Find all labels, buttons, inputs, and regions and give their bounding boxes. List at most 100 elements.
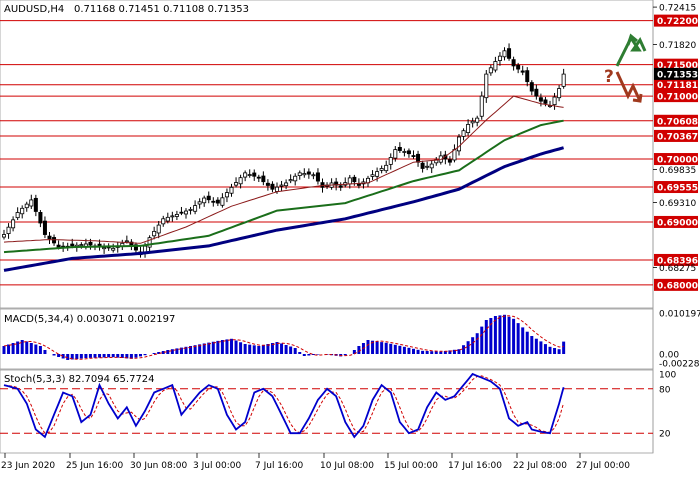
candle [24, 201, 29, 212]
candle [507, 43, 512, 61]
candle-body [161, 218, 166, 225]
candle-body [188, 208, 193, 211]
candle [174, 210, 179, 221]
candle-body [425, 165, 430, 168]
candle-body [238, 177, 243, 185]
price-tag-label: 0.69555 [657, 184, 698, 194]
candles [2, 43, 566, 258]
candle [270, 181, 275, 193]
candle-body [288, 179, 293, 182]
candle [338, 182, 343, 191]
level-price-tag [654, 181, 698, 194]
candle [397, 142, 402, 153]
time-tick-label: 27 Jul 00:00 [576, 461, 630, 471]
candle [229, 183, 234, 197]
candle-body [561, 73, 566, 87]
candle [193, 200, 198, 215]
level-lines [0, 20, 653, 286]
candle [447, 156, 452, 166]
candle-body [525, 70, 530, 83]
level-price-tag [654, 114, 698, 127]
candle [252, 169, 257, 181]
candle-body [397, 146, 402, 151]
candle [206, 191, 211, 204]
candle-body [302, 173, 307, 176]
candle [247, 169, 252, 178]
level-price-tag [654, 90, 698, 103]
candle [42, 216, 47, 239]
candle-body [261, 175, 266, 183]
candle [552, 92, 557, 110]
time-tick-label: 7 Jul 16:00 [255, 461, 304, 471]
candle [420, 160, 425, 173]
candle-body [338, 185, 343, 188]
candle [279, 180, 284, 192]
time-axis: 23 Jun 2020 25 Jun 16:00 30 Jun 08:00 3 Jul… [1, 453, 630, 471]
question-mark: ? [604, 67, 614, 87]
candle-body [197, 201, 202, 205]
candle [561, 68, 566, 89]
candle-body [24, 203, 29, 209]
price-tag-label: 0.70367 [657, 132, 698, 142]
arrow-up-icon [615, 33, 647, 67]
candle-body [502, 50, 507, 58]
candle-body [42, 220, 47, 235]
candle-body [215, 199, 220, 204]
price-tag-label: 0.70000 [657, 156, 698, 166]
candle [388, 153, 393, 170]
time-tick-label: 30 Jun 08:00 [130, 461, 187, 471]
stoch-d-line [3, 375, 565, 434]
candle-body [402, 151, 407, 153]
level-price-tag [654, 153, 698, 166]
time-tick-label: 3 Jul 00:00 [193, 461, 242, 471]
level-price-tag [654, 253, 698, 266]
price-tick-label: 0.68275 [659, 264, 696, 274]
candle-body [497, 55, 502, 61]
macd-tick-label: 0.00 [659, 351, 679, 361]
price-tag-label: 0.68000 [657, 281, 698, 291]
candle-body [543, 99, 548, 104]
stoch-tick-label: 100 [659, 371, 676, 381]
candle-body [79, 244, 84, 247]
candle-body [11, 219, 16, 229]
ma-mid-line [3, 119, 564, 254]
candle-body [534, 88, 539, 97]
candle-body [229, 186, 234, 194]
candle-body [202, 197, 207, 204]
candle-body [379, 168, 384, 171]
candle [411, 150, 416, 159]
candle [265, 179, 270, 191]
candle-body [38, 212, 43, 224]
price-tick-label: 0.71820 [659, 41, 696, 51]
candle-body [347, 177, 352, 185]
current-price-tag [654, 67, 698, 80]
candle-body [165, 216, 170, 222]
candle-body [411, 155, 416, 157]
candle [11, 216, 16, 232]
ma-fast-line [3, 95, 564, 244]
candle-body [420, 162, 425, 169]
candle-body [293, 175, 298, 182]
macd-header: MACD(5,34,4) 0.003071 0.002197 [4, 314, 175, 325]
candle [384, 160, 389, 174]
candle-body [479, 95, 484, 117]
candle-body [470, 120, 475, 124]
candle [534, 84, 539, 100]
candle-body [370, 174, 375, 177]
candle-body [456, 136, 461, 152]
price-tick-label: 0.69835 [659, 166, 696, 176]
candle [147, 235, 152, 252]
candle [516, 62, 521, 74]
candle-body [124, 240, 129, 243]
candle-body [416, 153, 421, 163]
candle [20, 205, 25, 219]
price-tag-label: 0.71181 [657, 81, 698, 91]
candle-body [179, 211, 184, 214]
candle [188, 206, 193, 215]
candle-body [147, 237, 152, 248]
candle [311, 172, 316, 180]
macd-indicator: 0.010197 0.00-0.002285 [2, 310, 700, 370]
candle [211, 197, 216, 207]
candle-body [475, 117, 480, 123]
level-price-tag [654, 129, 698, 142]
